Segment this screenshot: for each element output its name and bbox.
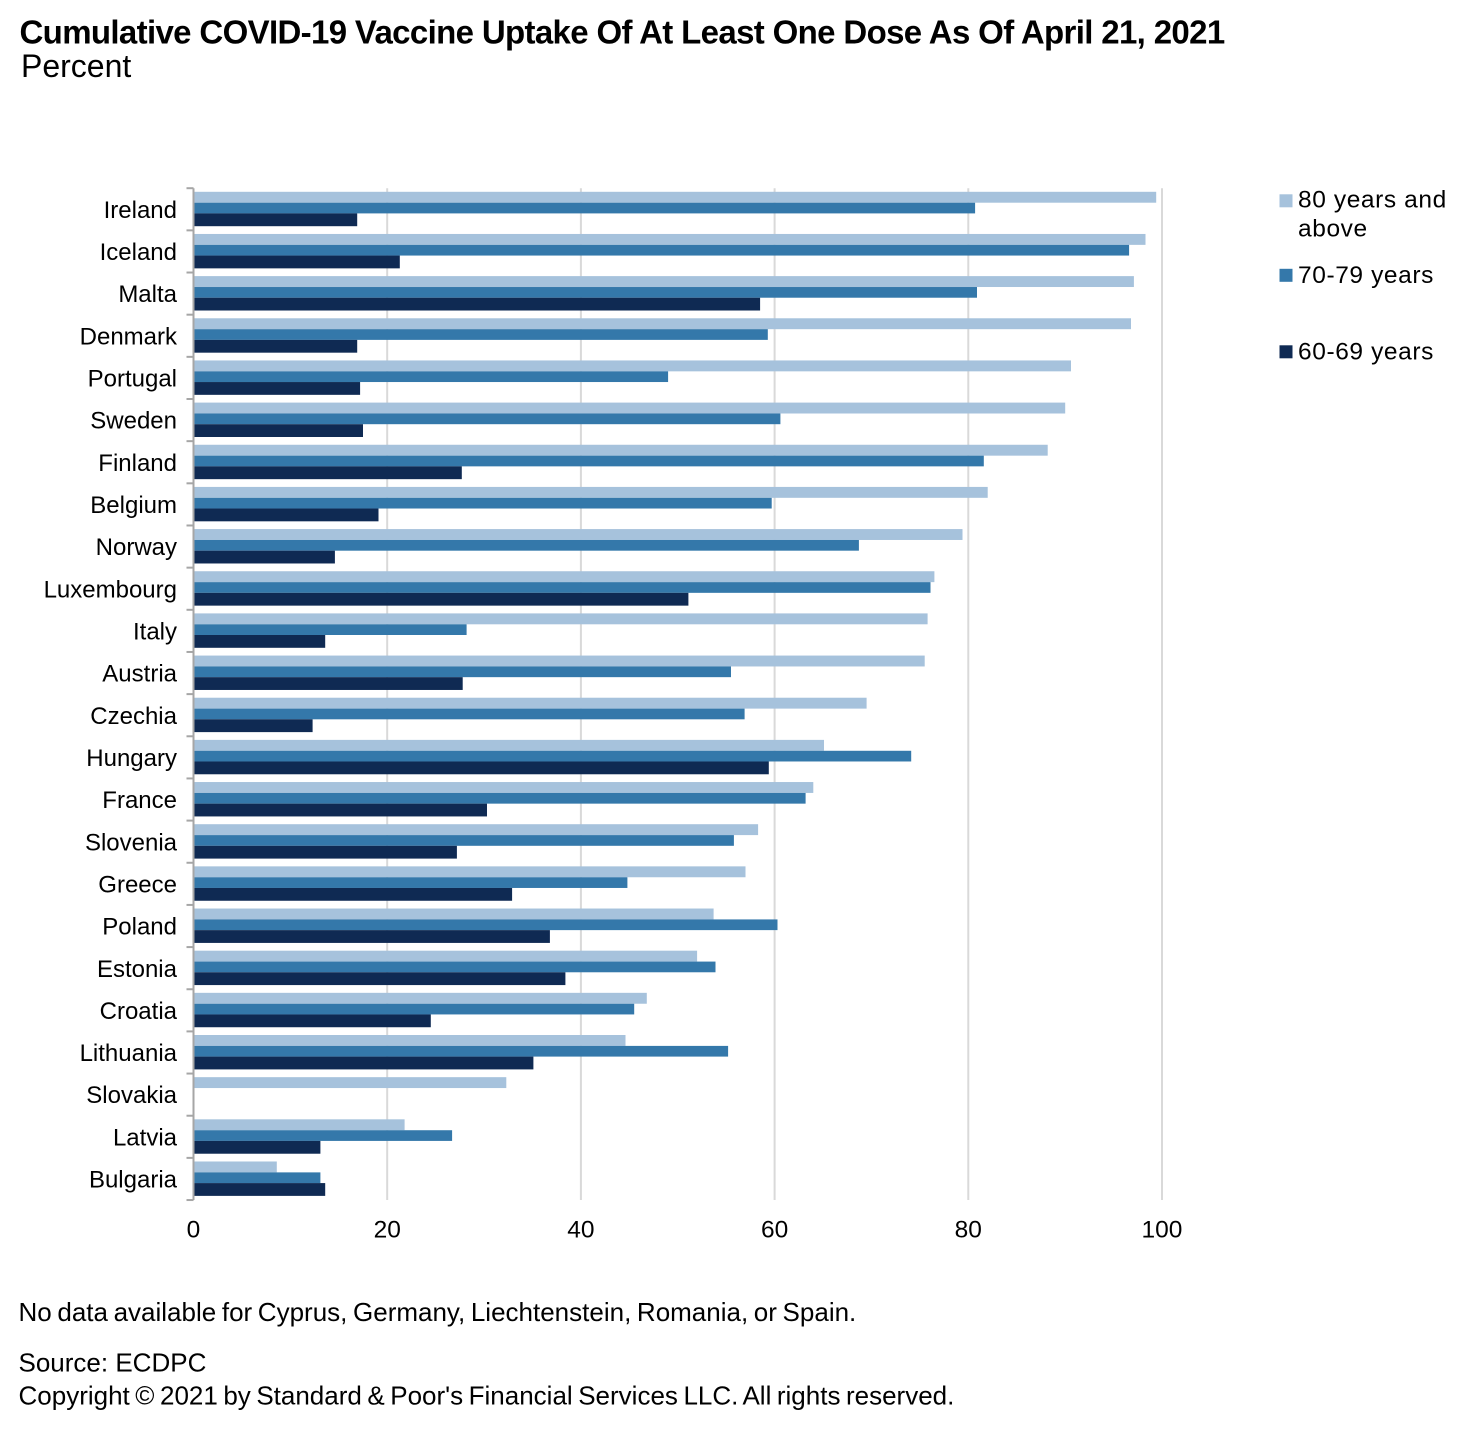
svg-text:70-79 years: 70-79 years <box>1298 262 1434 289</box>
svg-text:France: France <box>102 787 177 814</box>
svg-text:No data available for Cyprus,: No data available for Cyprus, Germany, L… <box>19 1297 857 1327</box>
svg-text:Estonia: Estonia <box>97 956 178 983</box>
svg-text:above: above <box>1298 216 1368 243</box>
svg-text:Hungary: Hungary <box>86 745 177 772</box>
svg-text:Finland: Finland <box>98 450 177 477</box>
svg-text:Italy: Italy <box>133 619 177 646</box>
svg-text:Ireland: Ireland <box>104 197 177 224</box>
svg-text:Copyright © 2021 by Standard &: Copyright © 2021 by Standard & Poor's Fi… <box>19 1380 955 1410</box>
svg-text:0: 0 <box>187 1217 201 1244</box>
svg-text:80 years and: 80 years and <box>1298 187 1447 214</box>
svg-text:100: 100 <box>1142 1217 1183 1244</box>
svg-text:80: 80 <box>955 1217 982 1244</box>
svg-text:Sweden: Sweden <box>90 408 177 435</box>
svg-text:Belgium: Belgium <box>90 492 177 519</box>
svg-text:Norway: Norway <box>96 534 177 561</box>
svg-text:20: 20 <box>374 1217 401 1244</box>
svg-text:Lithuania: Lithuania <box>80 1040 178 1067</box>
svg-text:Iceland: Iceland <box>100 239 177 266</box>
svg-text:40: 40 <box>567 1217 594 1244</box>
svg-text:Malta: Malta <box>118 281 177 308</box>
svg-text:Slovakia: Slovakia <box>86 1082 177 1109</box>
svg-text:Percent: Percent <box>21 48 131 84</box>
svg-text:Poland: Poland <box>102 914 177 941</box>
svg-text:Source: ECDPC: Source: ECDPC <box>19 1348 207 1378</box>
svg-text:60: 60 <box>761 1217 788 1244</box>
svg-text:Czechia: Czechia <box>90 703 177 730</box>
svg-text:Latvia: Latvia <box>113 1124 178 1151</box>
svg-text:Portugal: Portugal <box>88 366 177 393</box>
svg-text:Croatia: Croatia <box>100 998 178 1025</box>
svg-text:Cumulative COVID-19 Vaccine Up: Cumulative COVID-19 Vaccine Uptake Of At… <box>20 14 1225 51</box>
svg-text:Bulgaria: Bulgaria <box>89 1167 178 1194</box>
svg-text:Greece: Greece <box>98 871 177 898</box>
svg-text:Austria: Austria <box>102 661 177 688</box>
svg-text:Luxembourg: Luxembourg <box>44 576 177 603</box>
svg-text:Denmark: Denmark <box>80 323 178 350</box>
svg-text:Slovenia: Slovenia <box>85 829 178 856</box>
svg-text:60-69 years: 60-69 years <box>1298 339 1434 366</box>
